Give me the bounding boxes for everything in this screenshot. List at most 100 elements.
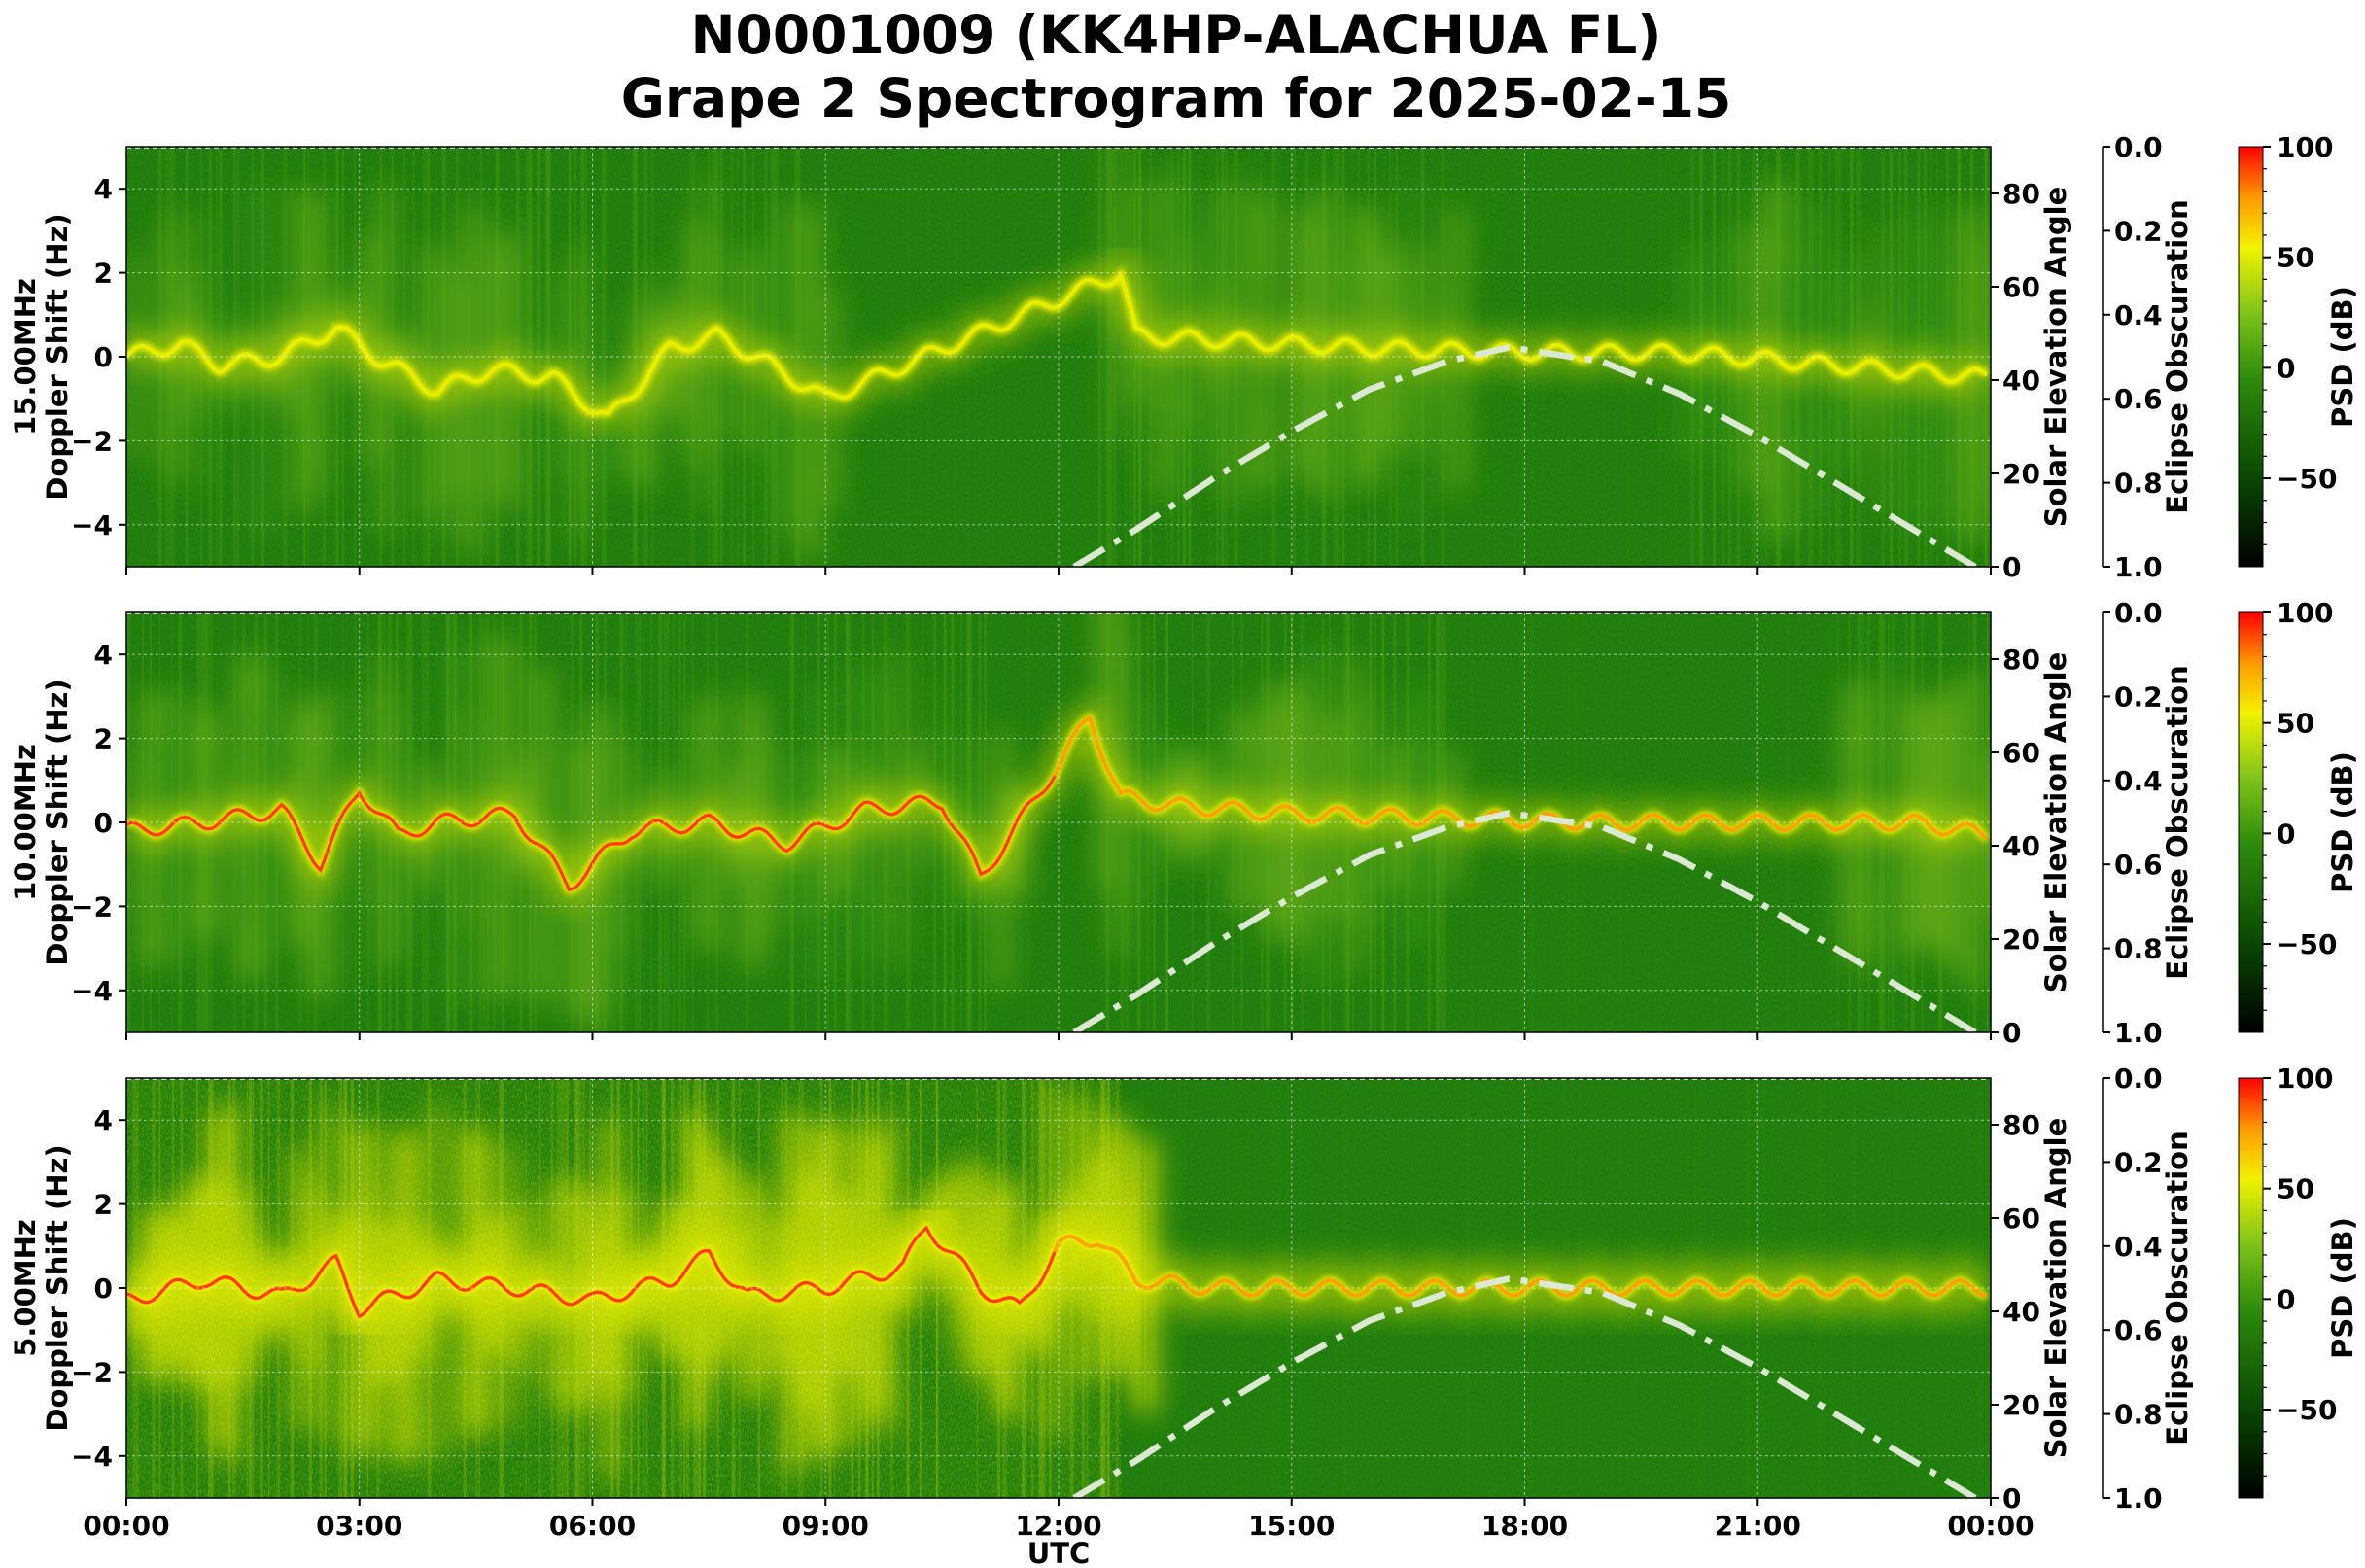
eclipse-tick-label: 0.6	[2114, 383, 2163, 415]
psd-tick-label: −50	[2277, 928, 2337, 960]
utc-axis-label: UTC	[1027, 1537, 1091, 1568]
solar-elevation-tick-label: 80	[2002, 644, 2040, 676]
solar-elevation-tick-label: 80	[2002, 178, 2040, 210]
solar-elevation-tick-label: 0	[2002, 1017, 2021, 1049]
eclipse-tick-label: 0.2	[2114, 1146, 2163, 1178]
spectrogram-heatmap	[126, 147, 1991, 567]
eclipse-obscuration-axis: 0.0 0.2 0.4 0.6 0.8 1.0 Eclipse Obscuration	[2102, 1063, 2194, 1515]
eclipse-tick-label: 0.2	[2114, 680, 2163, 713]
utc-tick-label: 06:00	[549, 1510, 636, 1542]
doppler-tick-label: 2	[94, 258, 113, 290]
gridlines	[126, 147, 1991, 567]
utc-tick-label: 18:00	[1481, 1510, 1568, 1542]
solar-elevation-axis: 0 20 40 60 80 Solar Elevation Angle	[1991, 1109, 2072, 1515]
eclipse-tick-label: 1.0	[2114, 1482, 2163, 1515]
psd-tick-label: 50	[2277, 708, 2314, 740]
doppler-tick-label: 0	[94, 1272, 113, 1305]
solar-elevation-tick-label: 60	[2002, 271, 2040, 303]
psd-tick-label: 50	[2277, 242, 2314, 274]
gridlines	[126, 612, 1991, 1032]
utc-tick-label: 00:00	[1947, 1510, 2034, 1542]
eclipse-tick-label: 0.4	[2114, 1231, 2163, 1263]
eclipse-axis-label: Eclipse Obscuration	[2161, 1131, 2194, 1445]
solar-elevation-tick-label: 40	[2002, 365, 2040, 397]
eclipse-tick-label: 0.0	[2114, 1063, 2163, 1095]
solar-elevation-curve	[1072, 1275, 1977, 1498]
eclipse-tick-label: 0.8	[2114, 1399, 2163, 1431]
solar-elevation-tick-label: 60	[2002, 1202, 2040, 1235]
solar-elevation-tick-label: 80	[2002, 1109, 2040, 1141]
solar-elevation-axis-label: Solar Elevation Angle	[2039, 652, 2072, 993]
eclipse-obscuration-axis: 0.0 0.2 0.4 0.6 0.8 1.0 Eclipse Obscuration	[2102, 597, 2194, 1049]
doppler-tick-label: −4	[71, 975, 113, 1007]
doppler-tick-label: −2	[71, 425, 113, 457]
eclipse-tick-label: 0.6	[2114, 849, 2163, 881]
eclipse-axis-label: Eclipse Obscuration	[2161, 665, 2194, 979]
psd-colorbar: 100 50 0 −50 PSD (dB)	[2238, 1063, 2359, 1499]
utc-tick-label: 12:00	[1015, 1510, 1101, 1542]
psd-tick-label: 0	[2277, 818, 2295, 850]
psd-tick-label: −50	[2277, 1394, 2337, 1426]
psd-tick-label: 0	[2277, 1283, 2295, 1315]
solar-elevation-axis: 0 20 40 60 80 Solar Elevation Angle	[1991, 644, 2072, 1049]
psd-colorbar-label: PSD (dB)	[2326, 751, 2359, 893]
solar-elevation-axis: 0 20 40 60 80 Solar Elevation Angle	[1991, 178, 2072, 583]
eclipse-obscuration-axis: 0.0 0.2 0.4 0.6 0.8 1.0 Eclipse Obscuration	[2102, 131, 2194, 583]
psd-colorbar-label: PSD (dB)	[2326, 1217, 2359, 1359]
doppler-axis: 4 2 0 −2 −4 5.00MHzDoppler Shift (Hz)	[9, 1104, 126, 1473]
eclipse-axis-label: Eclipse Obscuration	[2161, 199, 2194, 513]
eclipse-tick-label: 0.2	[2114, 215, 2163, 247]
psd-colorbar: 100 50 0 −50 PSD (dB)	[2238, 597, 2359, 1033]
solar-elevation-axis-label: Solar Elevation Angle	[2039, 1118, 2072, 1459]
figure-title-line-2: Grape 2 Spectrogram for 2025-02-15	[621, 67, 1732, 129]
eclipse-tick-label: 0.0	[2114, 597, 2163, 629]
doppler-tick-label: 4	[94, 173, 113, 205]
psd-tick-label: 100	[2277, 597, 2333, 629]
utc-tick-label: 00:00	[83, 1510, 169, 1542]
utc-tick-label: 21:00	[1715, 1510, 1801, 1542]
eclipse-tick-label: 0.4	[2114, 299, 2163, 331]
panel-15-00mhz: 420−2−415.00MHzDoppler Shift (Hz)0204060…	[9, 131, 2359, 583]
doppler-tick-label: 0	[94, 341, 113, 373]
solar-elevation-curve	[1072, 810, 1977, 1032]
doppler-tick-label: 0	[94, 807, 113, 839]
solar-elevation-axis-label: Solar Elevation Angle	[2039, 187, 2072, 528]
solar-elevation-curve	[1072, 344, 1977, 567]
psd-colorbar-label: PSD (dB)	[2326, 286, 2359, 428]
utc-tick-label: 03:00	[316, 1510, 402, 1542]
gridlines	[126, 1078, 1991, 1498]
doppler-axis: 4 2 0 −2 −4 10.00MHzDoppler Shift (Hz)	[9, 639, 126, 1007]
spectrogram-panels: 420−2−415.00MHzDoppler Shift (Hz)0204060…	[9, 131, 2359, 1568]
psd-colorbar: 100 50 0 −50 PSD (dB)	[2238, 131, 2359, 568]
solar-elevation-tick-label: 20	[2002, 458, 2040, 490]
utc-tick-label: 09:00	[783, 1510, 869, 1542]
eclipse-tick-label: 0.0	[2114, 131, 2163, 163]
figure-title-line-1: N0001009 (KK4HP-ALACHUA FL)	[691, 4, 1662, 66]
doppler-tick-label: −2	[71, 890, 113, 923]
psd-tick-label: 50	[2277, 1173, 2314, 1205]
doppler-tick-label: 4	[94, 639, 113, 671]
doppler-tick-label: −4	[71, 1441, 113, 1473]
doppler-tick-label: 2	[94, 1189, 113, 1221]
eclipse-tick-label: 0.6	[2114, 1314, 2163, 1346]
doppler-tick-label: 4	[94, 1104, 113, 1136]
doppler-tick-label: −2	[71, 1356, 113, 1388]
utc-axis: 00:00 03:00 06:00 09:00 12:00 15:00 18:00 21:00…	[83, 1498, 2035, 1568]
doppler-tick-label: −4	[71, 509, 113, 541]
spectrogram-heatmap	[126, 612, 1991, 1032]
doppler-axis-label: 15.00MHzDoppler Shift (Hz)	[9, 213, 74, 500]
doppler-axis-label: 10.00MHzDoppler Shift (Hz)	[9, 679, 74, 965]
utc-tick-label: 15:00	[1248, 1510, 1335, 1542]
eclipse-tick-label: 1.0	[2114, 551, 2163, 583]
solar-elevation-tick-label: 40	[2002, 1296, 2040, 1328]
eclipse-tick-label: 0.4	[2114, 765, 2163, 797]
doppler-tick-label: 2	[94, 723, 113, 755]
panel-10-00mhz: 420−2−410.00MHzDoppler Shift (Hz)0204060…	[9, 597, 2359, 1049]
solar-elevation-tick-label: 40	[2002, 830, 2040, 862]
eclipse-tick-label: 0.8	[2114, 468, 2163, 500]
psd-tick-label: 100	[2277, 1063, 2333, 1095]
utc-axis	[125, 1032, 1992, 1040]
psd-tick-label: 0	[2277, 352, 2295, 384]
panel-5-00mhz: 420−2−45.00MHzDoppler Shift (Hz)02040608…	[9, 1063, 2359, 1568]
